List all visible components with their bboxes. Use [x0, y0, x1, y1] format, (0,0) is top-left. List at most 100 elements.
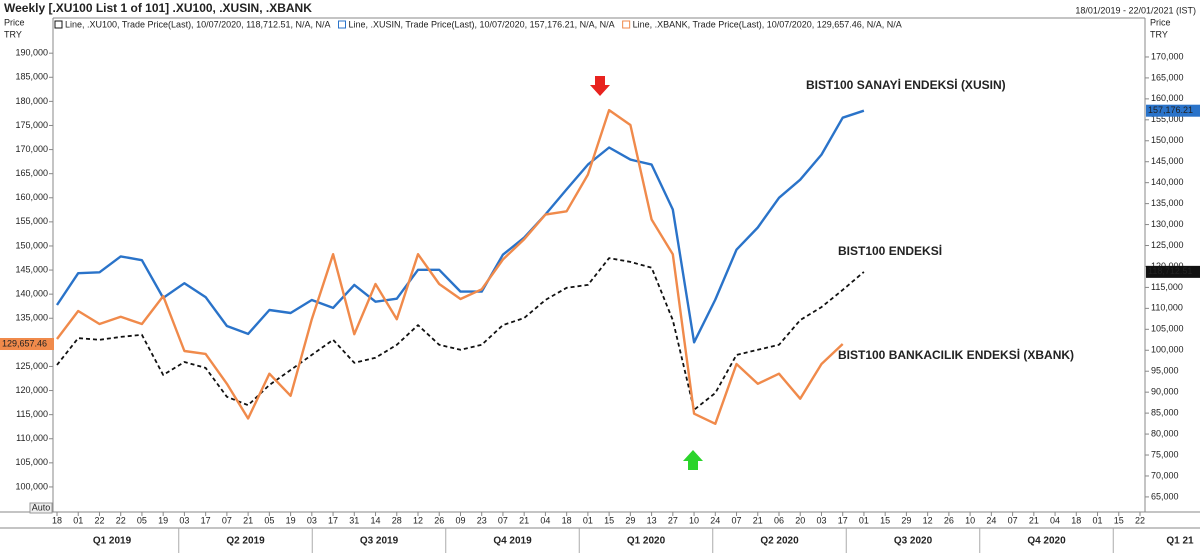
x-tick-label: 04 — [540, 515, 550, 525]
x-tick-label: 29 — [625, 515, 635, 525]
y2-tick-label: 165,000 — [1151, 72, 1184, 82]
y-tick-label: 150,000 — [15, 240, 48, 250]
y-tick-label: 190,000 — [15, 48, 48, 58]
y-tick-label: 155,000 — [15, 216, 48, 226]
y-tick-label: 170,000 — [15, 144, 48, 154]
x-tick-label: 22 — [94, 515, 104, 525]
x-tick-label: 03 — [307, 515, 317, 525]
y-tick-label: 115,000 — [16, 409, 48, 419]
quarter-label: Q4 2020 — [1027, 536, 1066, 547]
last-value-label: 129,657.46 — [2, 338, 47, 348]
quarter-label: Q2 2019 — [226, 536, 265, 547]
x-tick-label: 21 — [519, 515, 529, 525]
x-tick-label: 31 — [349, 515, 359, 525]
x-tick-label: 01 — [1093, 515, 1103, 525]
y2-axis-label: TRY — [1150, 29, 1168, 39]
quarter-label: Q1 2020 — [627, 536, 666, 547]
y2-tick-label: 110,000 — [1151, 303, 1183, 313]
y2-tick-label: 170,000 — [1151, 51, 1184, 61]
x-tick-label: 01 — [583, 515, 593, 525]
quarter-label: Q4 2019 — [493, 536, 532, 547]
y2-tick-label: 100,000 — [1151, 345, 1184, 355]
y2-tick-label: 65,000 — [1151, 491, 1179, 501]
x-tick-label: 01 — [859, 515, 869, 525]
x-tick-label: 15 — [604, 515, 614, 525]
x-tick-label: 13 — [647, 515, 657, 525]
x-tick-label: 22 — [1135, 515, 1145, 525]
legend-icon — [622, 20, 631, 29]
x-tick-label: 27 — [668, 515, 678, 525]
annotation: BIST100 SANAYİ ENDEKSİ (XUSIN) — [806, 77, 1006, 92]
quarter-label: Q2 2020 — [760, 536, 799, 547]
x-tick-label: 07 — [732, 515, 742, 525]
x-tick-label: 20 — [795, 515, 805, 525]
chart-title: Weekly [.XU100 List 1 of 101] .XU100, .X… — [4, 1, 312, 15]
x-tick-label: 09 — [455, 515, 465, 525]
up-arrow — [683, 450, 703, 470]
x-tick-label: 15 — [880, 515, 890, 525]
y2-tick-label: 140,000 — [1151, 177, 1184, 187]
x-tick-label: 21 — [753, 515, 763, 525]
y2-tick-label: 135,000 — [1151, 198, 1184, 208]
y-tick-label: 165,000 — [15, 168, 48, 178]
legend-icon — [338, 20, 346, 29]
quarter-label: Q3 2020 — [894, 536, 933, 547]
last-value-box — [0, 338, 54, 351]
y2-tick-label: 75,000 — [1151, 449, 1179, 459]
y-tick-label: 175,000 — [15, 120, 48, 130]
y2-tick-label: 125,000 — [1151, 240, 1184, 250]
legend-entry: Line, .XBANK, Trade Price(Last), 10/07/2… — [633, 19, 902, 29]
y-tick-label: 140,000 — [15, 289, 48, 299]
x-tick-label: 21 — [243, 515, 253, 525]
auto-button[interactable] — [29, 502, 53, 514]
x-tick-label: 15 — [1114, 515, 1124, 525]
auto-button-label[interactable]: Auto — [32, 502, 51, 512]
x-tick-label: 26 — [434, 515, 444, 525]
y-axis-label: TRY — [4, 29, 22, 39]
y2-tick-label: 155,000 — [1151, 114, 1184, 124]
date-range: 18/01/2019 - 22/01/2021 (IST) — [1075, 5, 1196, 15]
x-tick-label: 18 — [52, 515, 62, 525]
x-tick-label: 22 — [116, 515, 126, 525]
x-tick-label: 07 — [1008, 515, 1018, 525]
x-tick-label: 05 — [264, 515, 274, 525]
y2-tick-label: 145,000 — [1151, 156, 1184, 166]
y2-tick-label: 80,000 — [1151, 428, 1179, 438]
x-tick-label: 24 — [986, 515, 996, 525]
y2-tick-label: 85,000 — [1151, 407, 1179, 417]
last-value-box — [1146, 104, 1200, 117]
series-line — [56, 108, 844, 425]
last-value-label: 157,176.21 — [1148, 105, 1193, 115]
y-tick-label: 160,000 — [15, 192, 48, 202]
x-tick-label: 03 — [816, 515, 826, 525]
x-tick-label: 19 — [286, 515, 296, 525]
x-tick-label: 29 — [901, 515, 911, 525]
y2-tick-label: 95,000 — [1151, 366, 1179, 376]
down-arrow — [590, 76, 610, 96]
y-tick-label: 185,000 — [15, 72, 48, 82]
x-tick-label: 23 — [477, 515, 487, 525]
x-tick-label: 12 — [413, 515, 423, 525]
x-tick-label: 14 — [371, 515, 381, 525]
x-tick-label: 10 — [689, 515, 699, 525]
last-value-label: 118,712.51 — [1148, 266, 1192, 276]
x-tick-label: 17 — [201, 515, 211, 525]
quarter-label: Q3 2019 — [360, 536, 399, 547]
annotation: BIST100 BANKACILIK ENDEKSİ (XBANK) — [838, 347, 1074, 362]
y-tick-label: 135,000 — [15, 313, 48, 323]
x-tick-label: 07 — [498, 515, 508, 525]
x-tick-label: 05 — [137, 515, 147, 525]
x-tick-label: 07 — [222, 515, 232, 525]
x-tick-label: 17 — [328, 515, 338, 525]
y-axis-label: Price — [4, 17, 25, 27]
y2-tick-label: 70,000 — [1151, 470, 1179, 480]
series-line — [56, 257, 865, 411]
y-tick-label: 125,000 — [15, 361, 48, 371]
y2-tick-label: 115,000 — [1151, 282, 1183, 292]
x-tick-label: 19 — [158, 515, 168, 525]
x-tick-label: 21 — [1029, 515, 1039, 525]
y2-axis-label: Price — [1150, 17, 1171, 27]
x-tick-label: 03 — [179, 515, 189, 525]
last-value-box — [1146, 265, 1200, 278]
x-tick-label: 04 — [1050, 515, 1060, 525]
